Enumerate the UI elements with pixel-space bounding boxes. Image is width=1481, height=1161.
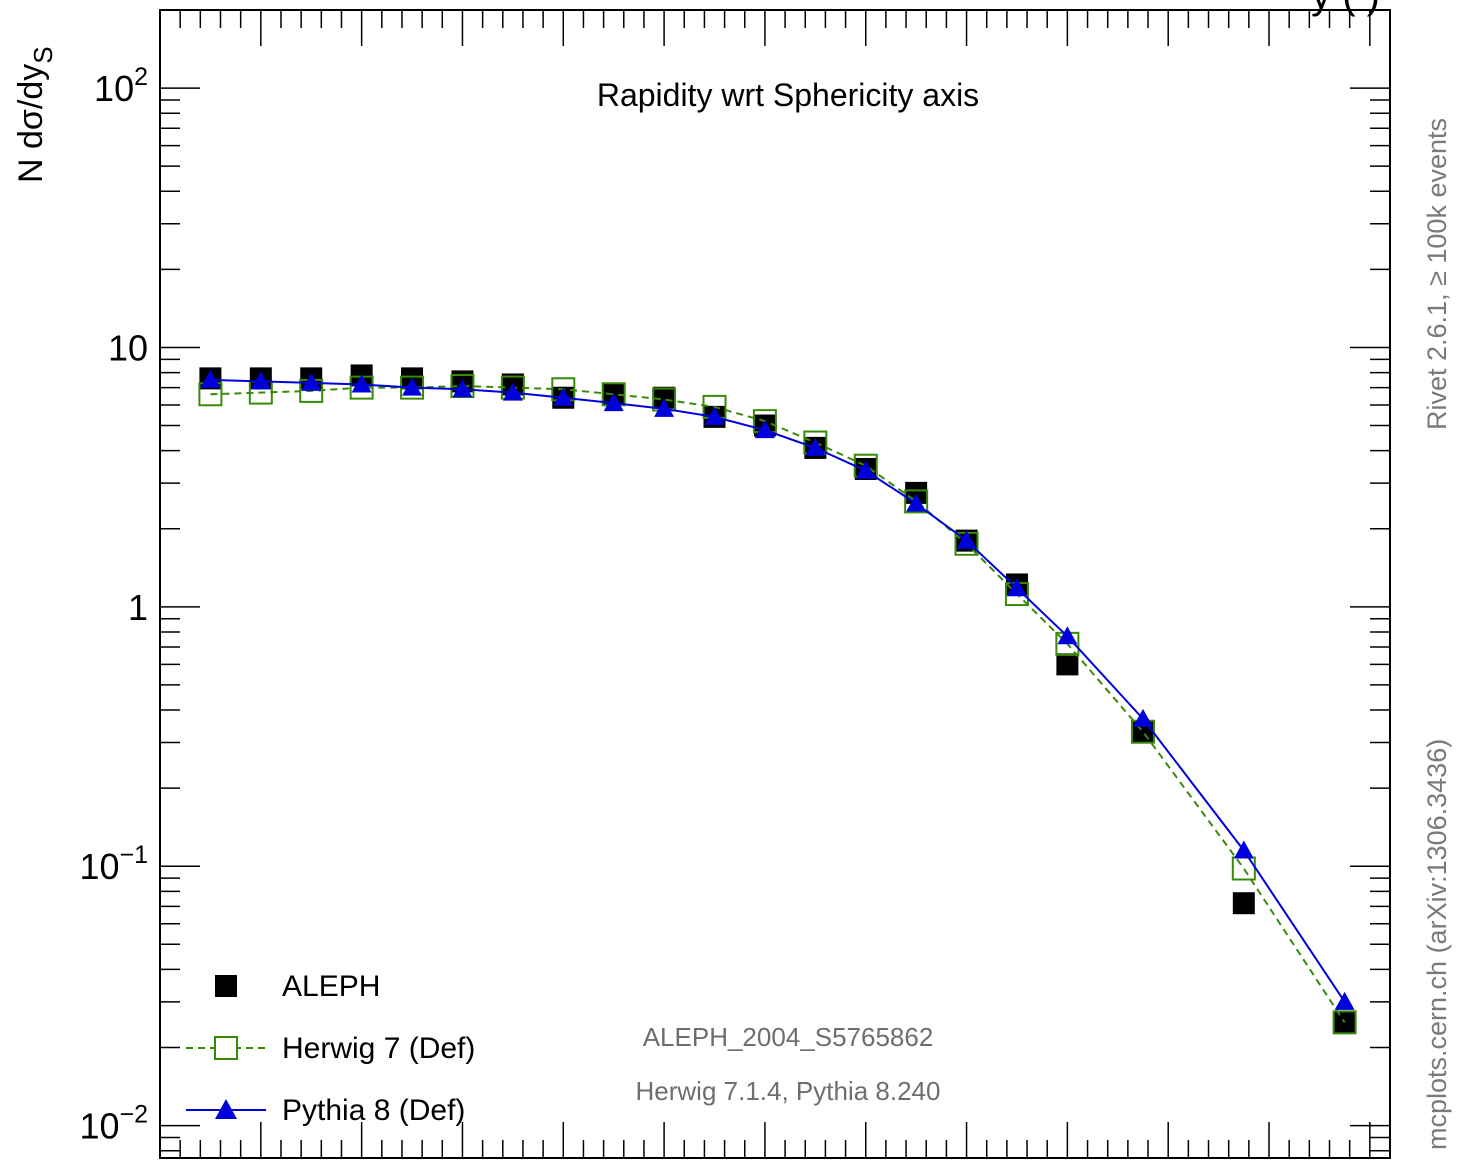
pythia-point	[301, 372, 322, 391]
aleph-point	[1056, 653, 1079, 676]
legend-marker-herwig	[214, 1036, 238, 1060]
x-axis-ticks	[159, 10, 1371, 1158]
aleph-point	[1333, 1011, 1356, 1034]
pythia-point	[1233, 840, 1254, 859]
side-text-top: Rivet 2.6.1, ≥ 100k events	[1422, 118, 1452, 430]
side-text-bottom: mcplots.cern.ch (arXiv:1306.3436)	[1422, 739, 1452, 1150]
y-tick-label: 10−2	[79, 1101, 148, 1147]
pythia-point	[402, 377, 423, 396]
y-tick-label: 10−1	[79, 841, 148, 887]
pythia-point	[351, 374, 372, 393]
pythia-point	[603, 393, 624, 412]
herwig-point	[1332, 1010, 1357, 1035]
legend: ALEPH Herwig 7 (Def) Pythia 8 (Def)	[186, 970, 475, 1127]
pythia-point	[654, 398, 675, 417]
aleph-point	[653, 386, 676, 409]
pythia-point	[1334, 991, 1355, 1010]
pythia-point	[855, 460, 876, 479]
plot-frame	[159, 9, 1391, 1159]
pythia-point	[502, 382, 523, 401]
clipped-top-title: y ( )	[1311, 0, 1380, 17]
axes-frame	[159, 9, 1391, 1159]
pythia-point	[704, 406, 725, 425]
aleph-point	[1232, 892, 1255, 915]
pythia-point	[1006, 578, 1027, 597]
svg-text:N dσ/dyS: N dσ/dyS	[12, 46, 58, 183]
y-axis-label-subscript: S	[28, 46, 58, 63]
legend-label: Herwig 7 (Def)	[282, 1032, 475, 1065]
generator-versions: Herwig 7.1.4, Pythia 8.240	[636, 1076, 941, 1106]
y-axis-ticks: 102 10 1 10−1 10−2	[79, 9, 1390, 1152]
pythia-point	[200, 369, 221, 388]
pythia-point	[956, 530, 977, 549]
pythia-point	[250, 371, 271, 390]
pythia-line	[210, 378, 1346, 1003]
analysis-id: ALEPH_2004_S5765862	[643, 1022, 934, 1052]
series-pythia	[200, 369, 1355, 1010]
y-axis-label: N dσ/dyS	[12, 46, 58, 183]
pythia-point	[805, 437, 826, 456]
y-tick-label: 1	[128, 587, 148, 628]
pythia-point	[906, 493, 927, 512]
y-tick-label: 10	[108, 327, 148, 368]
legend-label: Pythia 8 (Def)	[282, 1094, 465, 1127]
pythia-point	[754, 420, 775, 439]
pythia-point	[452, 379, 473, 398]
series-herwig	[198, 374, 1357, 1035]
herwig-point	[904, 489, 929, 514]
y-tick-label: 102	[94, 63, 148, 109]
legend-marker-pythia	[215, 1099, 237, 1119]
y-axis-label-main: N dσ/dy	[12, 64, 50, 183]
herwig-line	[210, 385, 1346, 1023]
series-aleph	[199, 364, 1356, 1034]
plot-annotation: Rapidity wrt Sphericity axis	[597, 77, 979, 113]
pythia-point	[1057, 626, 1078, 645]
pythia-point	[553, 387, 574, 406]
legend-label: ALEPH	[282, 970, 380, 1003]
pythia-point	[1132, 708, 1153, 727]
legend-marker-aleph	[215, 975, 237, 997]
